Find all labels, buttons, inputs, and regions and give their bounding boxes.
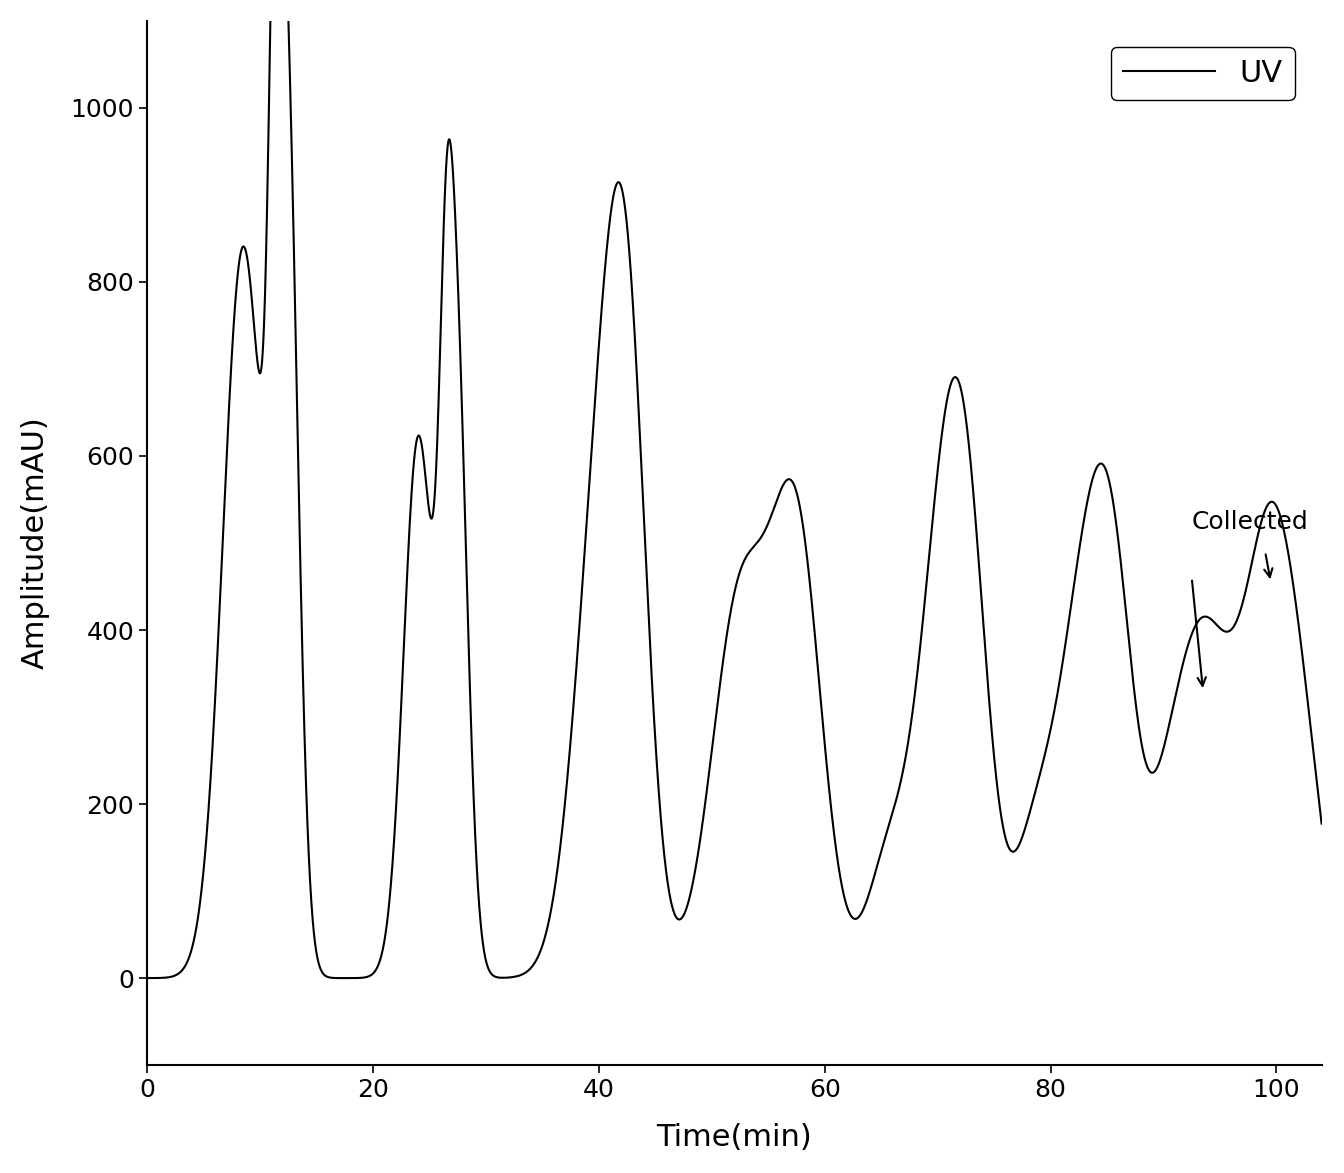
Legend: UV: UV — [1111, 47, 1294, 100]
X-axis label: Time(min): Time(min) — [657, 1124, 812, 1152]
Text: Collected: Collected — [1192, 510, 1309, 534]
Y-axis label: Amplitude(mAU): Amplitude(mAU) — [22, 416, 50, 670]
